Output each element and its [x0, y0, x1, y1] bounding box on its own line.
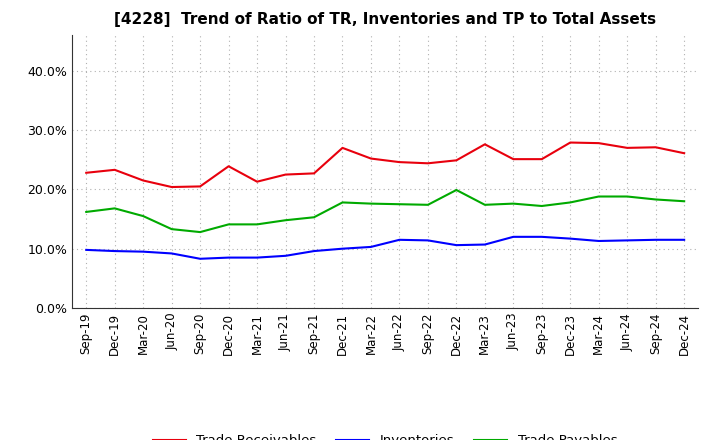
Trade Receivables [310, 171, 318, 176]
Trade Receivables [652, 145, 660, 150]
Trade Payables [139, 213, 148, 219]
Trade Payables [423, 202, 432, 207]
Trade Payables [680, 198, 688, 204]
Inventories [623, 238, 631, 243]
Trade Payables [566, 200, 575, 205]
Trade Payables [167, 227, 176, 232]
Trade Payables [452, 187, 461, 193]
Trade Payables [395, 202, 404, 207]
Inventories [680, 237, 688, 242]
Trade Receivables [196, 184, 204, 189]
Inventories [595, 238, 603, 244]
Trade Payables [196, 229, 204, 235]
Inventories [253, 255, 261, 260]
Trade Payables [110, 206, 119, 211]
Inventories [338, 246, 347, 251]
Inventories [110, 249, 119, 254]
Line: Trade Receivables: Trade Receivables [86, 143, 684, 187]
Inventories [310, 249, 318, 254]
Inventories [167, 251, 176, 256]
Inventories [423, 238, 432, 243]
Legend: Trade Receivables, Inventories, Trade Payables: Trade Receivables, Inventories, Trade Pa… [148, 429, 623, 440]
Trade Receivables [595, 140, 603, 146]
Line: Trade Payables: Trade Payables [86, 190, 684, 232]
Inventories [652, 237, 660, 242]
Title: [4228]  Trend of Ratio of TR, Inventories and TP to Total Assets: [4228] Trend of Ratio of TR, Inventories… [114, 12, 656, 27]
Trade Payables [282, 218, 290, 223]
Inventories [282, 253, 290, 258]
Trade Receivables [139, 178, 148, 183]
Inventories [566, 236, 575, 241]
Trade Receivables [566, 140, 575, 145]
Trade Payables [537, 203, 546, 209]
Trade Payables [480, 202, 489, 207]
Inventories [366, 244, 375, 249]
Trade Receivables [338, 145, 347, 150]
Line: Inventories: Inventories [86, 237, 684, 259]
Trade Receivables [253, 179, 261, 184]
Trade Receivables [480, 142, 489, 147]
Trade Receivables [452, 158, 461, 163]
Inventories [139, 249, 148, 254]
Inventories [452, 242, 461, 248]
Inventories [509, 234, 518, 239]
Trade Payables [652, 197, 660, 202]
Trade Payables [338, 200, 347, 205]
Trade Payables [253, 222, 261, 227]
Trade Receivables [110, 167, 119, 172]
Trade Payables [595, 194, 603, 199]
Trade Receivables [680, 150, 688, 156]
Trade Receivables [282, 172, 290, 177]
Inventories [537, 234, 546, 239]
Trade Receivables [509, 157, 518, 162]
Inventories [225, 255, 233, 260]
Trade Receivables [167, 184, 176, 190]
Trade Receivables [395, 159, 404, 165]
Trade Receivables [366, 156, 375, 161]
Trade Payables [366, 201, 375, 206]
Trade Receivables [82, 170, 91, 176]
Inventories [480, 242, 489, 247]
Trade Receivables [225, 164, 233, 169]
Trade Receivables [423, 161, 432, 166]
Trade Payables [623, 194, 631, 199]
Inventories [395, 237, 404, 242]
Trade Receivables [537, 157, 546, 162]
Trade Payables [310, 215, 318, 220]
Inventories [82, 247, 91, 253]
Trade Payables [509, 201, 518, 206]
Inventories [196, 256, 204, 261]
Trade Payables [82, 209, 91, 215]
Trade Payables [225, 222, 233, 227]
Trade Receivables [623, 145, 631, 150]
